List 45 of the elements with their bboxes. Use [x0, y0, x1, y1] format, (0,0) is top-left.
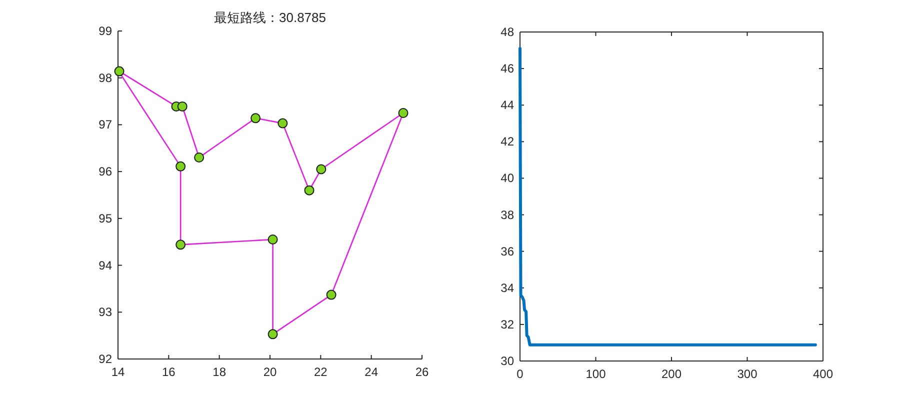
y-tick-label: 32	[500, 317, 514, 332]
y-tick-label: 36	[500, 244, 514, 258]
point	[316, 164, 326, 174]
y-tick-label: 94	[98, 258, 112, 272]
x-tick-label: 24	[364, 365, 378, 379]
point	[177, 101, 188, 112]
y-tick-label: 95	[98, 211, 112, 226]
point	[176, 161, 186, 172]
x-tick-label: 100	[586, 367, 606, 381]
x-tick-label: 20	[263, 365, 277, 379]
point	[194, 152, 204, 163]
y-tick-label: 46	[500, 62, 514, 76]
y-tick-label: 96	[98, 164, 112, 179]
x-tick-label: 300	[737, 367, 758, 381]
x-tick-label: 200	[661, 367, 682, 381]
y-tick-label: 42	[500, 134, 514, 149]
x-tick-label: 400	[812, 367, 834, 381]
y-tick-label: 44	[500, 98, 514, 112]
x-tick-label: 16	[162, 365, 176, 379]
point	[114, 66, 124, 76]
point	[278, 118, 288, 128]
point	[176, 240, 186, 250]
point	[250, 113, 261, 124]
y-tick-label: 48	[500, 25, 514, 39]
point	[268, 329, 278, 340]
y-tick-label: 97	[98, 118, 112, 132]
y-tick-label: 92	[98, 352, 112, 366]
y-tick-label: 34	[500, 280, 514, 295]
y-tick-label: 40	[500, 171, 514, 186]
y-tick-label: 93	[98, 305, 112, 320]
point	[326, 290, 336, 300]
x-tick-label: 18	[212, 365, 226, 379]
x-tick-label: 0	[516, 367, 524, 381]
y-tick-label: 98	[98, 70, 112, 85]
x-tick-label: 26	[415, 365, 429, 379]
point	[268, 234, 278, 245]
line-series	[518, 46, 817, 346]
x-tick-label: 14	[111, 365, 125, 379]
y-tick-label: 30	[500, 354, 514, 368]
point	[304, 185, 314, 196]
x-tick-label: 22	[314, 365, 328, 379]
point	[398, 108, 408, 118]
y-tick-label: 38	[500, 208, 514, 222]
chart-title: 最短路线：30.8785	[214, 10, 326, 25]
y-tick-label: 99	[98, 24, 112, 38]
